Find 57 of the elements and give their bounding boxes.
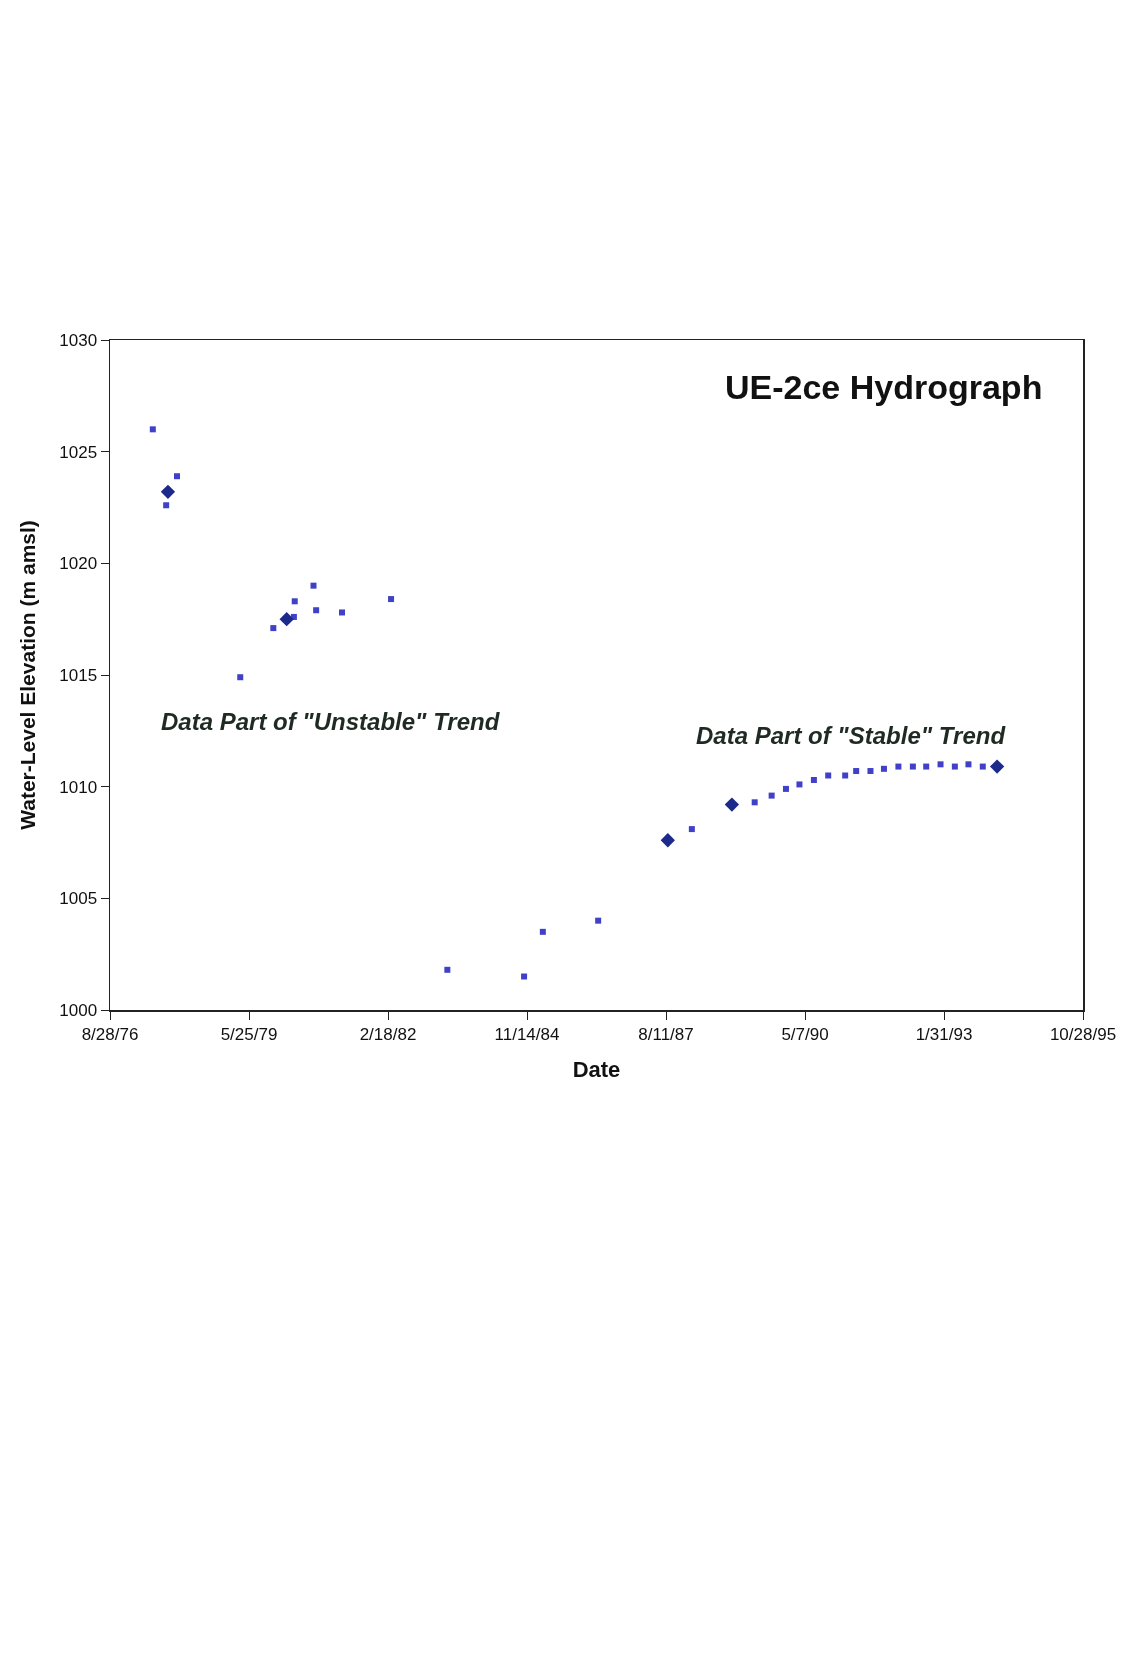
y-tick-label: 1000 — [59, 1000, 98, 1020]
point — [149, 426, 156, 433]
point — [880, 765, 887, 772]
point — [923, 763, 930, 770]
point — [660, 833, 675, 848]
point — [951, 763, 958, 770]
point — [782, 785, 789, 792]
y-axis-title: Water-Level Elevation (m amsl) — [15, 520, 39, 830]
x-tick-label: 8/11/87 — [638, 1024, 694, 1044]
y-tick-label: 1005 — [59, 889, 98, 909]
y-tick-label: 1010 — [59, 777, 98, 797]
y-tick-label: 1025 — [59, 442, 98, 462]
point — [388, 596, 395, 603]
x-tick-label: 10/28/95 — [1049, 1024, 1117, 1044]
x-tick-label: 5/25/79 — [220, 1024, 278, 1044]
point — [867, 768, 874, 775]
text: UE-2ce Hydrograph — [725, 368, 1043, 406]
point — [310, 582, 317, 589]
point — [768, 792, 775, 799]
y-tick-label: 1030 — [59, 330, 98, 350]
point — [979, 763, 986, 770]
point — [989, 759, 1005, 774]
point — [237, 674, 244, 681]
point — [160, 484, 176, 500]
point — [338, 609, 345, 616]
x-tick-label: 1/31/93 — [915, 1024, 973, 1044]
point — [724, 797, 740, 812]
point — [842, 772, 849, 779]
x-axis-title: Date — [572, 1056, 621, 1082]
point — [291, 598, 298, 605]
x-tick-label: 11/14/84 — [494, 1024, 560, 1044]
annotation: Data Part of "Stable" Trend — [696, 722, 1007, 749]
point — [270, 625, 277, 632]
point — [895, 763, 902, 770]
point — [853, 768, 860, 775]
point — [163, 502, 170, 509]
point — [595, 917, 602, 924]
x-tick-label: 2/18/82 — [359, 1024, 417, 1044]
point — [539, 928, 546, 935]
point — [688, 826, 695, 833]
point — [825, 772, 832, 779]
y-tick-label: 1020 — [59, 554, 98, 574]
point — [909, 763, 916, 770]
point — [521, 973, 528, 980]
x-tick-label: 5/7/90 — [781, 1024, 829, 1044]
point — [810, 776, 817, 783]
point — [796, 781, 803, 788]
point — [174, 473, 180, 480]
point — [937, 761, 944, 768]
point — [313, 607, 320, 614]
point — [279, 612, 294, 627]
y-tick-label: 1015 — [59, 665, 98, 685]
point — [444, 966, 451, 973]
x-tick-label: 8/28/76 — [81, 1024, 139, 1044]
point — [965, 761, 972, 768]
point — [751, 799, 758, 806]
annotation: Data Part of "Unstable" Trend — [161, 708, 501, 735]
